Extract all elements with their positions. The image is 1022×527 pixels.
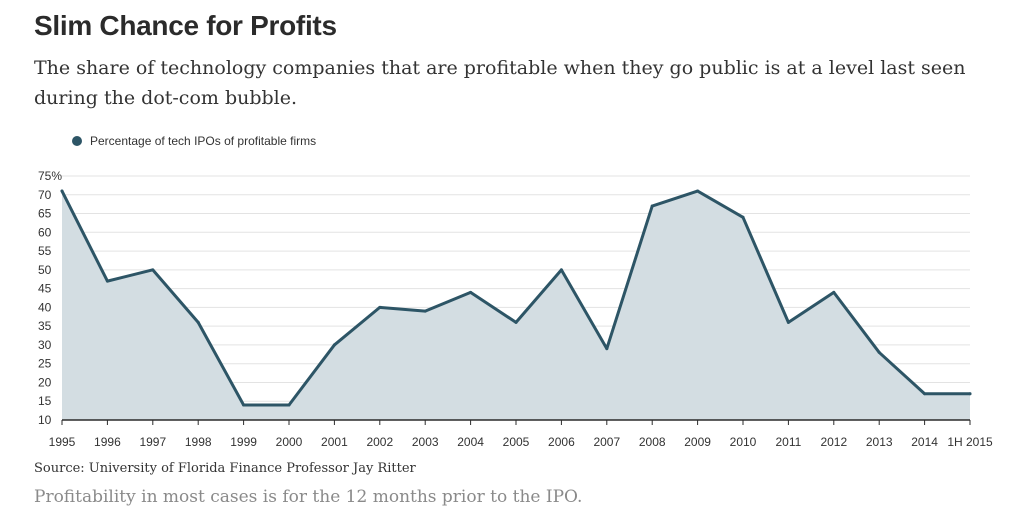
data-point xyxy=(242,403,246,407)
y-tick-label: 20 xyxy=(38,375,52,389)
legend: Percentage of tech IPOs of profitable fi… xyxy=(72,134,316,148)
y-tick-label: 65 xyxy=(38,207,52,221)
data-point xyxy=(741,215,745,219)
chart-title: Slim Chance for Profits xyxy=(34,10,337,41)
x-tick-label: 2004 xyxy=(457,435,484,449)
x-tick-label: 2011 xyxy=(775,435,801,449)
x-tick-label: 1H 2015 xyxy=(947,435,993,449)
y-tick-label: 45 xyxy=(38,282,52,296)
chart-subtitle: The share of technology companies that a… xyxy=(34,57,966,109)
area-chart: 75% 70 65 60 55 50 45 40 35 30 25 20 15 10 1995 1996 199… xyxy=(38,169,993,449)
x-tick-label: 2007 xyxy=(593,435,620,449)
x-tick-label: 2009 xyxy=(684,435,711,449)
data-point xyxy=(968,392,972,396)
data-point xyxy=(832,290,836,294)
y-tick-label: 25 xyxy=(38,357,52,371)
x-tick-label: 1995 xyxy=(49,435,76,449)
x-tick-label: 1996 xyxy=(94,435,121,449)
data-point xyxy=(378,305,382,309)
x-tick-label: 1998 xyxy=(185,435,212,449)
data-point xyxy=(559,268,563,272)
x-tick-label: 2008 xyxy=(639,435,666,449)
x-tick-label: 2001 xyxy=(321,435,348,449)
x-tick-label: 2000 xyxy=(276,435,303,449)
legend-label: Percentage of tech IPOs of profitable fi… xyxy=(90,134,317,148)
x-tick-label: 2013 xyxy=(866,435,893,449)
x-tick-label: 2006 xyxy=(548,435,575,449)
y-tick-label: 35 xyxy=(38,319,52,333)
x-tick-label: 2003 xyxy=(412,435,439,449)
data-point xyxy=(650,204,654,208)
x-tick-label: 2002 xyxy=(366,435,393,449)
data-point xyxy=(105,279,109,283)
legend-marker xyxy=(72,136,82,146)
data-point xyxy=(423,309,427,313)
footnote: Profitability in most cases is for the 1… xyxy=(34,487,583,507)
data-point xyxy=(923,392,927,396)
y-tick-label: 40 xyxy=(38,300,52,314)
data-point xyxy=(469,290,473,294)
y-tick-label: 75% xyxy=(38,169,62,183)
data-point xyxy=(60,189,64,193)
y-tick-label: 50 xyxy=(38,263,52,277)
data-point xyxy=(287,403,291,407)
data-point xyxy=(786,320,790,324)
x-tick-label: 1999 xyxy=(230,435,257,449)
data-point xyxy=(605,347,609,351)
y-tick-label: 70 xyxy=(38,188,52,202)
x-tick-label: 2010 xyxy=(730,435,757,449)
data-point xyxy=(151,268,155,272)
data-point xyxy=(196,320,200,324)
y-tick-label: 15 xyxy=(38,394,52,408)
x-tick-label: 2005 xyxy=(503,435,530,449)
data-point xyxy=(514,320,518,324)
series-area xyxy=(62,191,970,420)
x-tick-label: 1997 xyxy=(139,435,166,449)
y-tick-label: 30 xyxy=(38,338,52,352)
source-note: Source: University of Florida Finance Pr… xyxy=(34,461,416,476)
y-tick-label: 60 xyxy=(38,225,52,239)
x-tick-label: 2012 xyxy=(820,435,847,449)
data-point xyxy=(332,343,336,347)
x-tick-label: 2014 xyxy=(911,435,938,449)
y-tick-label: 10 xyxy=(38,413,52,427)
data-point xyxy=(696,189,700,193)
y-tick-label: 55 xyxy=(38,244,52,258)
data-point xyxy=(877,350,881,354)
